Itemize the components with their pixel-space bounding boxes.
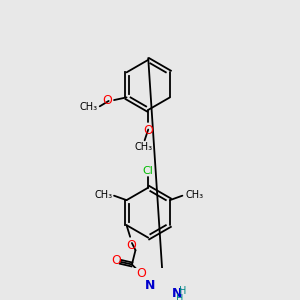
Text: CH₃: CH₃ — [135, 142, 153, 152]
Text: O: O — [143, 124, 153, 137]
Text: O: O — [102, 94, 112, 106]
Text: N: N — [171, 287, 182, 300]
Text: O: O — [126, 238, 136, 252]
Text: Cl: Cl — [143, 166, 154, 176]
Text: O: O — [111, 254, 121, 267]
Text: H: H — [176, 294, 183, 300]
Text: CH₃: CH₃ — [185, 190, 203, 200]
Text: H: H — [179, 286, 187, 296]
Text: N: N — [145, 279, 155, 292]
Text: O: O — [136, 267, 146, 280]
Text: CH₃: CH₃ — [80, 102, 98, 112]
Text: CH₃: CH₃ — [94, 190, 112, 200]
